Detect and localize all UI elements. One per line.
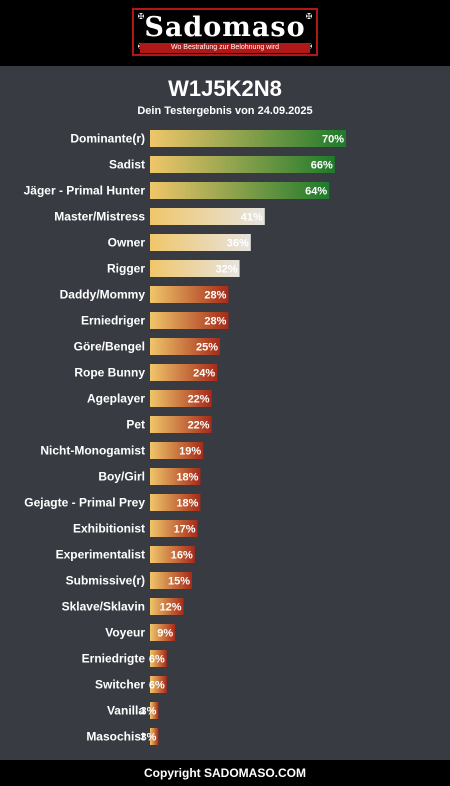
bar-value-label: 9%	[157, 628, 173, 640]
logo-wordmark: Sadomaso	[144, 12, 306, 43]
bar	[150, 364, 218, 381]
header-bar: ✠ ✠ ✠ ✠ Sadomaso Wo Bestrafung zur Beloh…	[0, 0, 450, 66]
bar-value-label: 22%	[188, 394, 210, 406]
bar-category-label: Boy/Girl	[98, 470, 145, 484]
bar-value-label: 70%	[322, 134, 344, 146]
bar-value-label: 3%	[140, 732, 156, 744]
logo-tagline: Wo Bestrafung zur Belohnung wird	[140, 43, 310, 53]
bar-category-label: Switcher	[95, 678, 145, 692]
bar	[150, 338, 220, 355]
bar-category-label: Sadist	[109, 158, 145, 172]
bar-value-label: 41%	[241, 212, 263, 224]
bar-category-label: Rigger	[107, 262, 145, 276]
bar-category-label: Masochist	[86, 730, 145, 744]
bar-category-label: Jäger - Primal Hunter	[24, 184, 146, 198]
bar-value-label: 6%	[149, 680, 165, 692]
bar-category-label: Owner	[108, 236, 146, 250]
bar	[150, 234, 251, 251]
footer-bar: Copyright SADOMASO.COM	[0, 760, 450, 786]
bar-value-label: 17%	[174, 524, 196, 536]
bar-category-label: Rope Bunny	[74, 366, 145, 380]
bar	[150, 702, 159, 719]
bar-category-label: Sklave/Sklavin	[62, 600, 145, 614]
bar	[150, 494, 201, 511]
bar	[150, 650, 167, 667]
bar-value-label: 28%	[204, 290, 226, 302]
bar-value-label: 28%	[204, 316, 226, 328]
bar-category-label: Göre/Bengel	[74, 340, 145, 354]
bar	[150, 286, 229, 303]
bar-value-label: 22%	[188, 420, 210, 432]
bar-category-label: Exhibitionist	[73, 522, 145, 536]
bar-value-label: 12%	[160, 602, 182, 614]
bar-value-label: 6%	[149, 654, 165, 666]
site-logo[interactable]: ✠ ✠ ✠ ✠ Sadomaso Wo Bestrafung zur Beloh…	[132, 8, 318, 56]
result-date-subtitle: Dein Testergebnis von 24.09.2025	[137, 105, 313, 117]
bar-category-label: Ageplayer	[87, 392, 145, 406]
bar-value-label: 66%	[311, 160, 333, 172]
bar-value-label: 15%	[168, 576, 190, 588]
bar	[150, 676, 167, 693]
bar-value-label: 19%	[179, 446, 201, 458]
bar	[150, 312, 229, 329]
bar	[150, 260, 240, 277]
bar-category-label: Master/Mistress	[54, 210, 145, 224]
bar	[150, 520, 198, 537]
bar-category-label: Vanilla	[107, 704, 145, 718]
bar-category-label: Erniedrigte	[82, 652, 146, 666]
bar-value-label: 18%	[176, 498, 198, 510]
result-code-title: W1J5K2N8	[168, 76, 282, 101]
bar	[150, 546, 195, 563]
bar	[150, 468, 201, 485]
bar-value-label: 18%	[176, 472, 198, 484]
bar-category-label: Submissive(r)	[66, 574, 145, 588]
bar	[150, 208, 265, 225]
bar-value-label: 3%	[140, 706, 156, 718]
bar-category-label: Voyeur	[105, 626, 145, 640]
bar	[150, 416, 212, 433]
bar-value-label: 24%	[193, 368, 215, 380]
footer-copyright: Copyright SADOMASO.COM	[144, 766, 306, 780]
bar-value-label: 64%	[305, 186, 327, 198]
bar-category-label: Nicht-Monogamist	[40, 444, 145, 458]
bar-value-label: 16%	[171, 550, 193, 562]
bar	[150, 598, 184, 615]
bar-value-label: 32%	[216, 264, 238, 276]
bar-category-label: Daddy/Mommy	[60, 288, 146, 302]
bar-category-label: Experimentalist	[56, 548, 145, 562]
bar	[150, 572, 192, 589]
bar-value-label: 25%	[196, 342, 218, 354]
bar	[150, 156, 335, 173]
bar	[150, 130, 346, 147]
bar	[150, 624, 176, 641]
bar	[150, 728, 159, 745]
logo-corner-icon: ✠	[305, 12, 313, 21]
bar	[150, 182, 330, 199]
bar-category-label: Pet	[126, 418, 145, 432]
bar-value-label: 36%	[227, 238, 249, 250]
bar-category-label: Gejagte - Primal Prey	[24, 496, 145, 510]
bar-category-label: Dominante(r)	[70, 132, 145, 146]
bar	[150, 390, 212, 407]
bar	[150, 442, 204, 459]
bar-category-label: Erniedriger	[81, 314, 145, 328]
logo-corner-icon: ✠	[137, 12, 145, 21]
